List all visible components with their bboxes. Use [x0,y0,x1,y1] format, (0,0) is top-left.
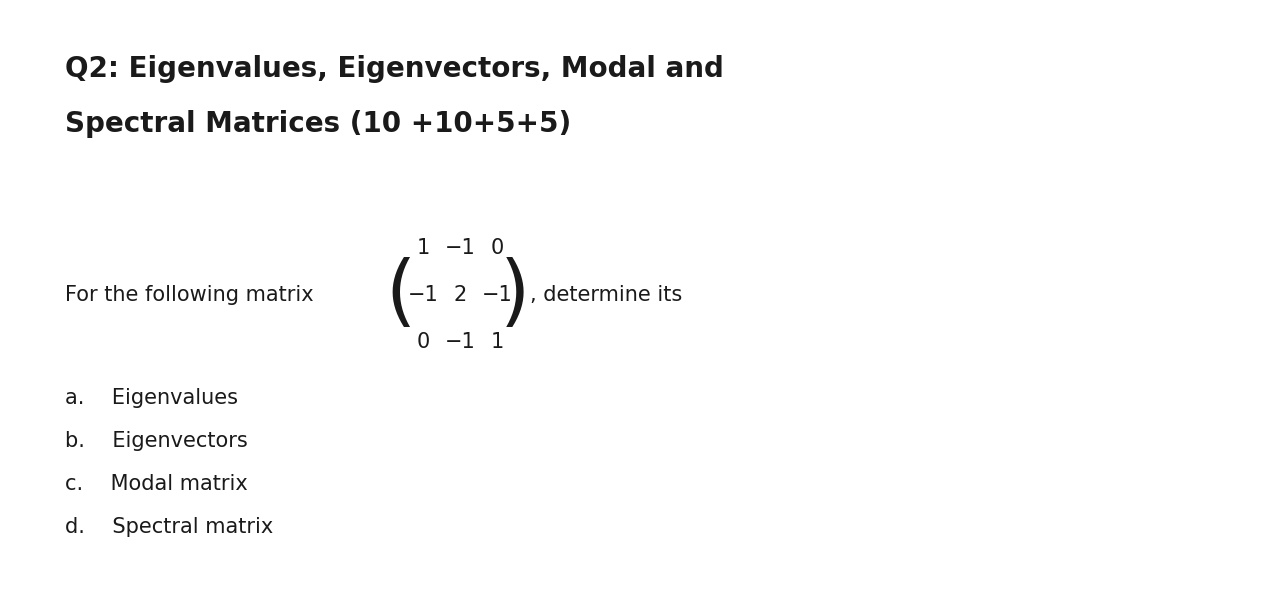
Text: c.  Modal matrix: c. Modal matrix [64,474,248,494]
Text: 1: 1 [490,332,504,352]
Text: 2: 2 [453,285,466,305]
Text: 0: 0 [417,332,429,352]
Text: 1: 1 [417,238,429,258]
Text: 0: 0 [490,238,504,258]
Text: b.  Eigenvectors: b. Eigenvectors [64,431,248,451]
Text: Spectral Matrices (10 +10+5+5): Spectral Matrices (10 +10+5+5) [64,110,571,138]
Text: −1: −1 [445,332,475,352]
Text: ): ) [500,257,530,333]
Text: −1: −1 [445,238,475,258]
Text: −1: −1 [481,285,513,305]
Text: d.  Spectral matrix: d. Spectral matrix [64,517,273,537]
Text: For the following matrix: For the following matrix [64,285,313,305]
Text: , determine its: , determine its [530,285,682,305]
Text: −1: −1 [408,285,438,305]
Text: Q2: Eigenvalues, Eigenvectors, Modal and: Q2: Eigenvalues, Eigenvectors, Modal and [64,55,724,83]
Text: a.  Eigenvalues: a. Eigenvalues [64,388,237,408]
Text: (: ( [385,257,416,333]
